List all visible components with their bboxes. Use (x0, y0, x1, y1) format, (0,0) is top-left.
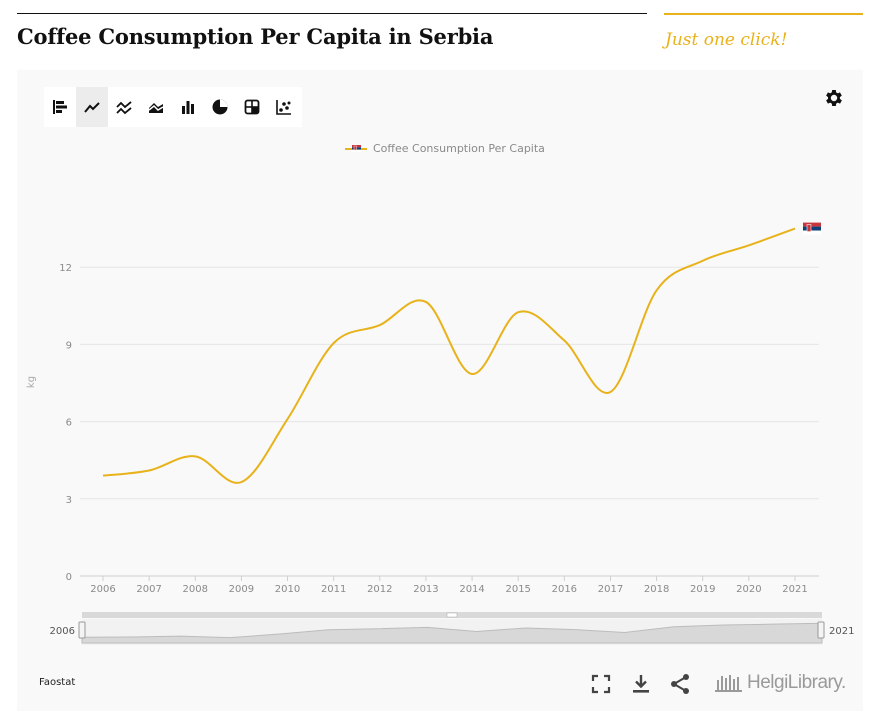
line-chart-button[interactable] (76, 87, 108, 127)
legend-label: Coffee Consumption Per Capita (373, 142, 545, 155)
scatter-chart-button[interactable] (268, 87, 300, 127)
chart-panel (17, 70, 863, 711)
chart-type-toolbar (44, 87, 302, 127)
x-tick-label: 2007 (136, 584, 161, 595)
area-chart-button[interactable] (140, 87, 172, 127)
x-tick-label: 2021 (782, 584, 807, 595)
navigator-scroll-thumb (446, 612, 458, 618)
navigator-start-label: 2006 (50, 626, 75, 637)
navigator-end-label: 2021 (829, 626, 854, 637)
y-axis-label: kg (26, 376, 37, 388)
x-tick-label: 2009 (229, 584, 254, 595)
y-tick-label: 12 (59, 263, 72, 274)
y-tick-label: 3 (66, 495, 72, 506)
tagline-rule (664, 13, 863, 15)
series-end-flag-icon (803, 222, 821, 235)
y-tick-label: 0 (66, 572, 72, 583)
line-chart-icon (84, 102, 100, 113)
navigator-handle[interactable] (78, 621, 86, 639)
tagline: Just one click! (665, 30, 788, 50)
flag-stripe (803, 222, 821, 227)
area-chart-icon (148, 103, 164, 113)
share-icon[interactable] (668, 672, 692, 696)
flag-stripe (803, 226, 821, 231)
x-tick-label: 2015 (505, 584, 530, 595)
x-tick-label: 2013 (413, 584, 438, 595)
x-tick-label: 2020 (736, 584, 761, 595)
x-tick-label: 2006 (90, 584, 115, 595)
download-icon[interactable] (629, 672, 653, 696)
scatter-chart-icon (276, 100, 291, 115)
page-title: Coffee Consumption Per Capita in Serbia (17, 24, 494, 49)
chart-legend[interactable]: Coffee Consumption Per Capita (345, 142, 545, 155)
y-tick-label: 9 (66, 340, 72, 351)
table-button[interactable] (236, 87, 268, 127)
x-tick-label: 2018 (644, 584, 669, 595)
flag-stripe (803, 230, 821, 235)
pie-chart-icon (212, 99, 228, 115)
flag-emblem (806, 224, 812, 232)
table-icon (244, 99, 260, 115)
bar-horizontal-button[interactable] (44, 87, 76, 127)
legend-swatch (345, 144, 367, 154)
series-line (102, 227, 796, 484)
column-chart-icon (182, 101, 194, 114)
settings-gear-icon[interactable] (823, 87, 845, 109)
source-label: Faostat (39, 677, 76, 688)
x-tick-label: 2010 (275, 584, 300, 595)
navigator-handle[interactable] (817, 621, 825, 639)
pie-chart-button[interactable] (204, 87, 236, 127)
multi-line-button[interactable] (108, 87, 140, 127)
x-tick-label: 2014 (459, 584, 484, 595)
x-tick-label: 2017 (598, 584, 623, 595)
brand-logo[interactable]: HelgiLibrary. (715, 672, 846, 694)
x-tick-label: 2012 (367, 584, 392, 595)
x-tick-label: 2011 (321, 584, 346, 595)
library-logo-icon (715, 675, 742, 692)
serbia-flag-icon (352, 144, 361, 152)
x-tick-label: 2008 (183, 584, 208, 595)
fullscreen-icon[interactable] (589, 672, 613, 696)
multi-line-icon (116, 101, 132, 115)
x-tick-label: 2016 (552, 584, 577, 595)
x-tick-label: 2019 (690, 584, 715, 595)
header-rule (17, 13, 647, 14)
navigator-series-area (81, 622, 823, 644)
brand-name: HelgiLibrary. (747, 672, 846, 693)
bar-horizontal-icon (53, 100, 67, 114)
y-tick-label: 6 (66, 418, 72, 429)
column-chart-button[interactable] (172, 87, 204, 127)
